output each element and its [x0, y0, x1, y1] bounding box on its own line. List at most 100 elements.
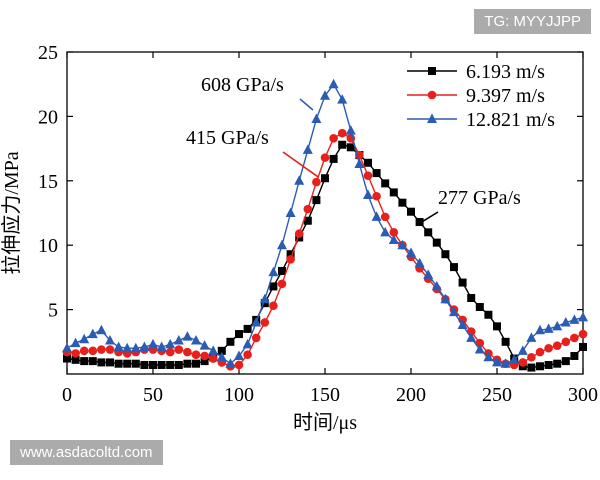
data-point	[457, 319, 468, 330]
data-point	[131, 359, 140, 368]
data-point	[337, 128, 347, 138]
data-point	[71, 349, 80, 358]
data-point	[552, 341, 562, 350]
y-axis-title: 拉伸应力/MPa	[0, 151, 23, 274]
data-point	[200, 351, 209, 361]
telegram-badge: TG: MYYJJPP	[474, 9, 591, 34]
data-point	[397, 239, 408, 250]
data-point	[380, 226, 391, 237]
data-point	[536, 362, 544, 371]
data-point	[467, 294, 476, 303]
data-point	[345, 125, 356, 135]
data-point	[544, 343, 553, 353]
data-point	[483, 351, 494, 362]
x-tick-label: 200	[396, 384, 426, 406]
data-point	[552, 320, 563, 331]
data-point	[234, 350, 244, 360]
data-point	[277, 279, 287, 289]
data-point	[526, 332, 537, 342]
data-point	[560, 316, 571, 327]
x-tick-label: 100	[224, 384, 254, 406]
data-point	[208, 354, 218, 363]
data-point	[493, 322, 501, 331]
data-point	[389, 188, 398, 197]
data-point	[475, 338, 485, 348]
legend-label: 6.193 m/s	[466, 61, 545, 83]
data-point	[278, 266, 286, 275]
data-point	[208, 345, 219, 355]
y-tick-label: 25	[38, 42, 58, 64]
data-point	[226, 337, 235, 346]
data-point	[113, 341, 124, 351]
data-point	[553, 359, 562, 368]
data-point	[191, 350, 201, 359]
data-point	[243, 350, 252, 359]
data-point	[192, 359, 200, 368]
data-point	[337, 94, 348, 104]
annotation-label: 277 GPa/s	[438, 187, 521, 209]
plot-area: 0 50 100 150 200 250 300 5 10 15 20 25 时间/μs 拉伸应力/MPa…	[0, 42, 598, 434]
data-point	[97, 358, 106, 367]
data-point	[329, 154, 338, 163]
data-point	[501, 337, 510, 346]
data-point	[500, 358, 511, 368]
data-point	[149, 360, 157, 369]
data-point	[97, 345, 106, 354]
data-point	[570, 351, 579, 360]
data-point	[156, 341, 167, 351]
data-point	[407, 207, 415, 216]
data-point	[157, 360, 166, 369]
data-point	[569, 314, 580, 324]
annotation-label: 415 GPa/s	[186, 127, 269, 149]
data-point	[269, 301, 278, 311]
annotation-leader	[419, 211, 439, 224]
data-point	[431, 280, 442, 291]
data-point	[517, 345, 528, 355]
data-point	[475, 303, 484, 312]
data-point	[79, 346, 89, 356]
data-point	[140, 360, 149, 369]
data-point	[406, 247, 416, 257]
data-point	[123, 359, 132, 368]
data-point	[311, 113, 322, 123]
annotation-leader	[282, 151, 319, 178]
data-point	[509, 354, 520, 364]
data-point	[312, 196, 321, 205]
data-point	[166, 360, 175, 369]
data-point	[286, 255, 295, 264]
data-point	[398, 198, 407, 207]
data-point	[543, 323, 554, 333]
data-point	[466, 332, 477, 342]
x-tick-label: 0	[62, 384, 72, 406]
data-point	[63, 354, 71, 363]
data-point	[62, 342, 72, 353]
data-point	[183, 347, 192, 357]
data-point	[450, 263, 458, 272]
data-point	[535, 347, 545, 357]
data-point	[312, 177, 321, 187]
data-point	[79, 333, 90, 344]
annotation-leader	[299, 98, 314, 111]
data-point	[259, 293, 270, 304]
data-point	[234, 360, 244, 370]
series-line-2	[66, 132, 584, 368]
data-point	[148, 338, 158, 349]
data-point	[578, 329, 588, 339]
data-point	[260, 318, 270, 327]
website-badge: www.asdacoltd.com	[10, 440, 163, 465]
data-point	[458, 278, 467, 287]
data-point	[372, 191, 381, 201]
data-point	[561, 337, 571, 347]
data-point	[570, 333, 579, 343]
data-point	[96, 324, 107, 335]
data-point	[242, 338, 253, 349]
data-point	[346, 143, 355, 152]
legend-label: 12.821 m/s	[466, 109, 555, 131]
data-point	[285, 207, 296, 217]
data-point	[130, 342, 141, 353]
data-point	[363, 171, 373, 180]
data-point	[88, 357, 97, 366]
data-point	[269, 282, 278, 291]
data-point	[70, 337, 81, 348]
